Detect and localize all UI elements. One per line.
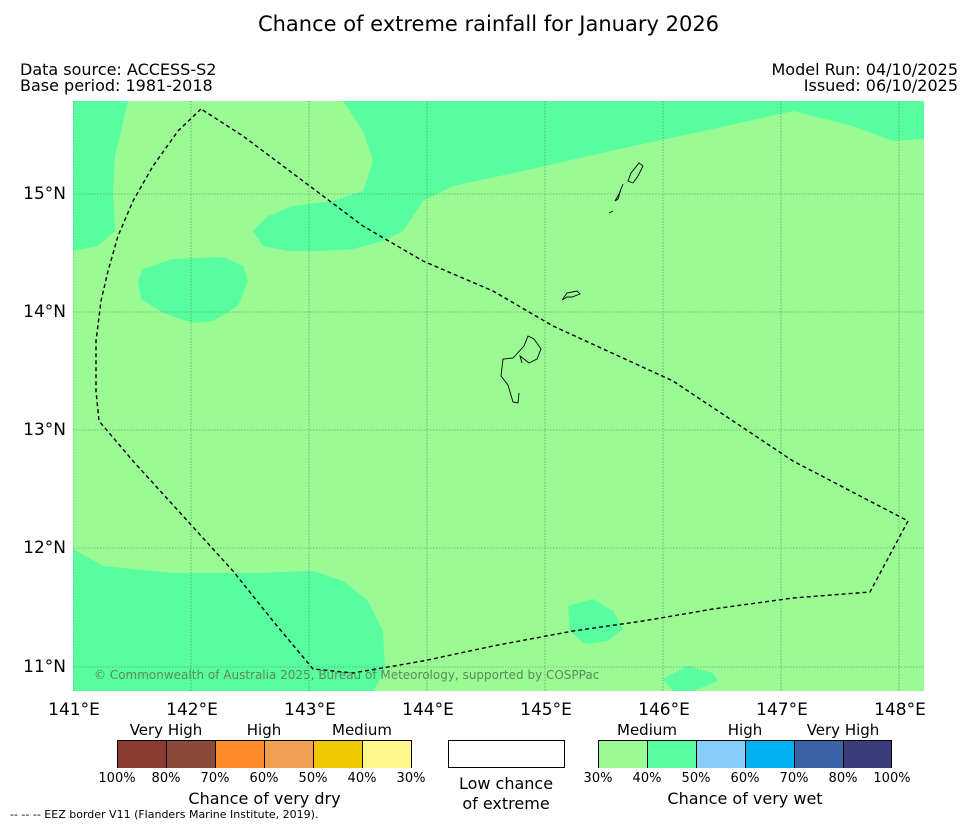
dry-tick-50: 50% bbox=[298, 771, 328, 786]
lat-label-15n: 15°N bbox=[23, 184, 66, 204]
dry-tick-100: 100% bbox=[98, 771, 136, 786]
copyright-notice: © Commonwealth of Australia 2025, Bureau… bbox=[94, 668, 600, 682]
wet-swatch-2 bbox=[648, 741, 697, 768]
island-guam bbox=[500, 335, 542, 404]
source-info: Data source: ACCESS-S2 Base period: 1981… bbox=[20, 62, 216, 94]
low-chance-label: Low chance of extreme bbox=[430, 774, 582, 814]
wet-tick-70: 70% bbox=[779, 771, 809, 786]
wet-tick-60: 60% bbox=[730, 771, 760, 786]
wet-header-medium: Medium bbox=[617, 721, 677, 739]
dry-swatch-5 bbox=[314, 741, 363, 768]
model-run: Model Run: 04/10/2025 bbox=[771, 60, 959, 79]
low-chance-swatch bbox=[448, 740, 565, 768]
issued-date: Issued: 06/10/2025 bbox=[803, 76, 958, 95]
graticule bbox=[73, 101, 924, 691]
lon-label-147e: 147°E bbox=[756, 700, 808, 720]
wet-swatch-3 bbox=[697, 741, 746, 768]
data-source: Data source: ACCESS-S2 bbox=[20, 60, 217, 79]
wet-tick-30: 30% bbox=[583, 771, 613, 786]
lon-label-146e: 146°E bbox=[638, 700, 690, 720]
wet-swatch-5 bbox=[795, 741, 844, 768]
wet-tick-100: 100% bbox=[873, 771, 911, 786]
dry-swatch-4 bbox=[265, 741, 314, 768]
eez-border bbox=[95, 108, 909, 674]
dry-tick-70: 70% bbox=[200, 771, 230, 786]
lon-label-145e: 145°E bbox=[520, 700, 572, 720]
map-title: Chance of extreme rainfall for January 2… bbox=[257, 12, 720, 36]
dry-tick-40: 40% bbox=[347, 771, 377, 786]
island-tinian bbox=[614, 183, 624, 202]
medium-chance-patches bbox=[73, 101, 924, 691]
dry-swatch-6 bbox=[363, 741, 411, 768]
lat-label-13n: 13°N bbox=[23, 420, 66, 440]
wet-colorbar bbox=[598, 740, 892, 768]
wet-swatch-1 bbox=[599, 741, 648, 768]
run-info: Model Run: 04/10/2025 Issued: 06/10/2025 bbox=[772, 62, 959, 94]
island-saipan bbox=[627, 162, 644, 184]
dry-tick-30: 30% bbox=[396, 771, 426, 786]
dry-colorbar bbox=[117, 740, 412, 768]
patch-south-west bbox=[73, 549, 385, 691]
wet-scale-title: Chance of very wet bbox=[667, 789, 823, 808]
dry-tick-80: 80% bbox=[151, 771, 181, 786]
lon-label-141e: 141°E bbox=[48, 700, 100, 720]
wet-swatch-6 bbox=[844, 741, 891, 768]
island-rota bbox=[561, 290, 581, 301]
dry-scale-title: Chance of very dry bbox=[188, 789, 341, 808]
dry-header-medium: Medium bbox=[332, 721, 392, 739]
eez-footnote: -- -- -- EEZ border V11 (Flanders Marine… bbox=[10, 808, 319, 821]
islands bbox=[500, 162, 644, 404]
wet-header-very-high: Very High bbox=[806, 721, 880, 739]
wet-header-high: High bbox=[727, 721, 763, 739]
dry-swatch-2 bbox=[167, 741, 216, 768]
patch-south-east bbox=[663, 666, 718, 691]
lon-label-144e: 144°E bbox=[402, 700, 454, 720]
base-period: Base period: 1981-2018 bbox=[20, 76, 213, 95]
rainfall-map bbox=[73, 101, 924, 691]
low-chance-line1: Low chance bbox=[458, 774, 554, 793]
dry-swatch-3 bbox=[216, 741, 265, 768]
lon-label-143e: 143°E bbox=[284, 700, 336, 720]
patch-west-center bbox=[138, 257, 248, 323]
wet-tick-40: 40% bbox=[632, 771, 662, 786]
lat-label-14n: 14°N bbox=[23, 302, 66, 322]
wet-tick-80: 80% bbox=[828, 771, 858, 786]
island-aguijan bbox=[608, 210, 614, 214]
patch-south-center bbox=[568, 599, 623, 644]
lon-label-142e: 142°E bbox=[166, 700, 218, 720]
lat-label-12n: 12°N bbox=[23, 538, 66, 558]
lat-label-11n: 11°N bbox=[23, 657, 66, 677]
patch-west-north bbox=[73, 101, 128, 251]
dry-header-very-high: Very High bbox=[129, 721, 203, 739]
wet-tick-50: 50% bbox=[681, 771, 711, 786]
dry-swatch-1 bbox=[118, 741, 167, 768]
low-chance-line2: of extreme bbox=[462, 794, 550, 813]
lon-label-148e: 148°E bbox=[874, 700, 926, 720]
wet-swatch-4 bbox=[746, 741, 795, 768]
patch-north bbox=[253, 101, 924, 251]
dry-tick-60: 60% bbox=[249, 771, 279, 786]
dry-header-high: High bbox=[246, 721, 282, 739]
